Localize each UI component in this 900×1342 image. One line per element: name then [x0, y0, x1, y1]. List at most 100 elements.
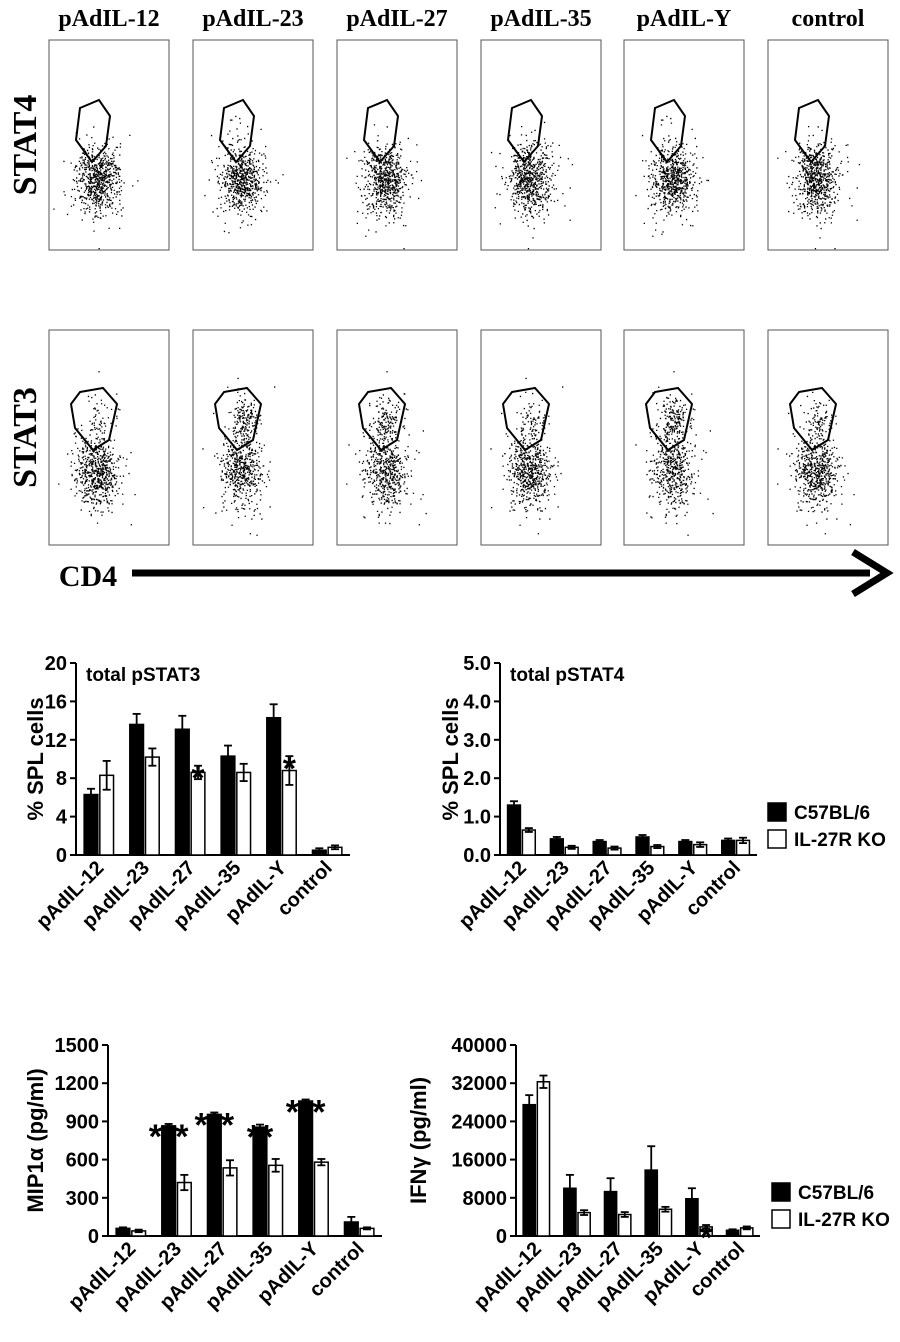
dot-cloud — [490, 108, 574, 250]
legend-label: C57BL/6 — [798, 1183, 874, 1204]
y-tick-label: 0.0 — [463, 845, 491, 867]
bar-c57bl6 — [220, 755, 236, 856]
dot-cloud — [204, 115, 284, 234]
gate-polygon — [649, 98, 687, 164]
y-tick-label: 0 — [56, 845, 67, 867]
gate-polygon — [788, 386, 838, 452]
gate-polygon — [74, 98, 112, 164]
gate-polygon — [362, 98, 400, 164]
bar-c57bl6 — [174, 728, 190, 856]
column-label: pAdIL-35 — [490, 6, 591, 32]
bar-chart: 0.0 1.0 2.0 3.0 4.0 5.0% SPL cells total pSTAT… — [438, 653, 886, 933]
row-label: STAT4 — [7, 95, 44, 196]
flow-plot — [623, 39, 745, 251]
gate-polygon — [501, 386, 551, 452]
flow-plot — [767, 39, 889, 251]
gate-polygon — [357, 386, 407, 452]
cd4-label: CD4 — [59, 560, 117, 593]
bar-il27r-ko — [313, 1161, 329, 1237]
significance-marker: *** — [194, 1106, 234, 1144]
column-label: pAdIL-12 — [58, 6, 159, 32]
y-axis-label: IFNγ (pg/ml) — [406, 1077, 431, 1204]
column-label: pAdIL-23 — [202, 6, 303, 32]
y-tick-label: 12 — [45, 730, 67, 752]
chart-title: total pSTAT3 — [86, 665, 200, 686]
y-tick-label: 300 — [66, 1188, 99, 1210]
legend-swatch — [771, 1209, 791, 1229]
flow-plot — [192, 329, 314, 546]
y-tick-label: 900 — [66, 1111, 99, 1133]
y-tick-label: 32000 — [451, 1073, 507, 1095]
flow-plot — [336, 329, 458, 546]
y-tick-label: 1200 — [55, 1073, 100, 1095]
y-tick-label: 3.0 — [463, 730, 491, 752]
row-label: STAT3 — [7, 387, 44, 488]
column-label: pAdIL-Y — [637, 6, 732, 32]
significance-marker: *** — [149, 1118, 189, 1156]
y-tick-label: 1500 — [55, 1035, 100, 1057]
bar-il27r-ko — [521, 829, 537, 856]
legend-swatch — [767, 829, 787, 849]
flow-plot — [48, 329, 170, 546]
y-tick-label: 0 — [88, 1226, 99, 1248]
bar-il27r-ko — [577, 1211, 591, 1237]
flow-plot — [480, 329, 602, 546]
y-tick-label: 1.0 — [463, 807, 491, 829]
bar-c57bl6 — [129, 723, 145, 856]
y-tick-label: 16000 — [451, 1150, 507, 1172]
column-label: control — [792, 6, 865, 32]
y-tick-label: 40000 — [451, 1035, 507, 1057]
bar-c57bl6 — [83, 793, 99, 856]
significance-marker: * — [699, 1219, 713, 1257]
legend-swatch — [771, 1182, 791, 1202]
y-tick-label: 16 — [45, 691, 67, 713]
y-tick-label: 8 — [56, 768, 67, 790]
y-tick-label: 4 — [56, 807, 68, 829]
gate-polygon — [644, 386, 694, 452]
dot-cloud — [53, 126, 139, 250]
gate-polygon — [506, 98, 544, 164]
cd4-arrow-head-icon — [851, 549, 894, 597]
bar-c57bl6 — [266, 716, 282, 856]
y-tick-label: 600 — [66, 1150, 99, 1172]
bar-il27r-ko — [236, 771, 252, 856]
bar-il27r-ko — [536, 1081, 551, 1237]
significance-marker: * — [191, 760, 205, 798]
y-tick-label: 0 — [496, 1226, 507, 1248]
dot-cloud — [346, 371, 427, 526]
significance-marker: * — [283, 750, 297, 788]
dot-cloud — [490, 377, 564, 535]
legend-label: C57BL/6 — [794, 803, 870, 824]
bar-il27r-ko — [222, 1167, 238, 1237]
bar-il27r-ko — [658, 1208, 673, 1237]
legend-label: IL-27R KO — [794, 830, 886, 851]
bar-il27r-ko — [144, 756, 160, 856]
gate-polygon — [793, 98, 831, 164]
gate-polygon — [69, 386, 119, 452]
y-axis-label: % SPL cells — [438, 697, 463, 820]
bar-c57bl6 — [506, 804, 522, 856]
gate-polygon — [218, 98, 256, 164]
flow-plot — [623, 329, 745, 546]
y-tick-label: 20 — [45, 653, 67, 675]
bar-il27r-ko — [268, 1164, 284, 1237]
y-tick-label: 2.0 — [463, 768, 491, 790]
column-label: pAdIL-27 — [346, 6, 447, 32]
flow-plot — [767, 329, 889, 546]
bar-c57bl6 — [522, 1103, 537, 1237]
y-axis-label: % SPL cells — [23, 697, 48, 820]
dot-cloud — [635, 115, 710, 237]
y-tick-label: 4.0 — [463, 691, 491, 713]
flow-plot — [48, 39, 170, 251]
flow-plot — [480, 39, 602, 251]
significance-marker: ** — [247, 1119, 274, 1157]
chart-title: total pSTAT4 — [510, 665, 625, 686]
y-tick-label: 5.0 — [463, 653, 491, 675]
y-tick-label: 8000 — [463, 1188, 508, 1210]
legend-swatch — [767, 802, 787, 822]
